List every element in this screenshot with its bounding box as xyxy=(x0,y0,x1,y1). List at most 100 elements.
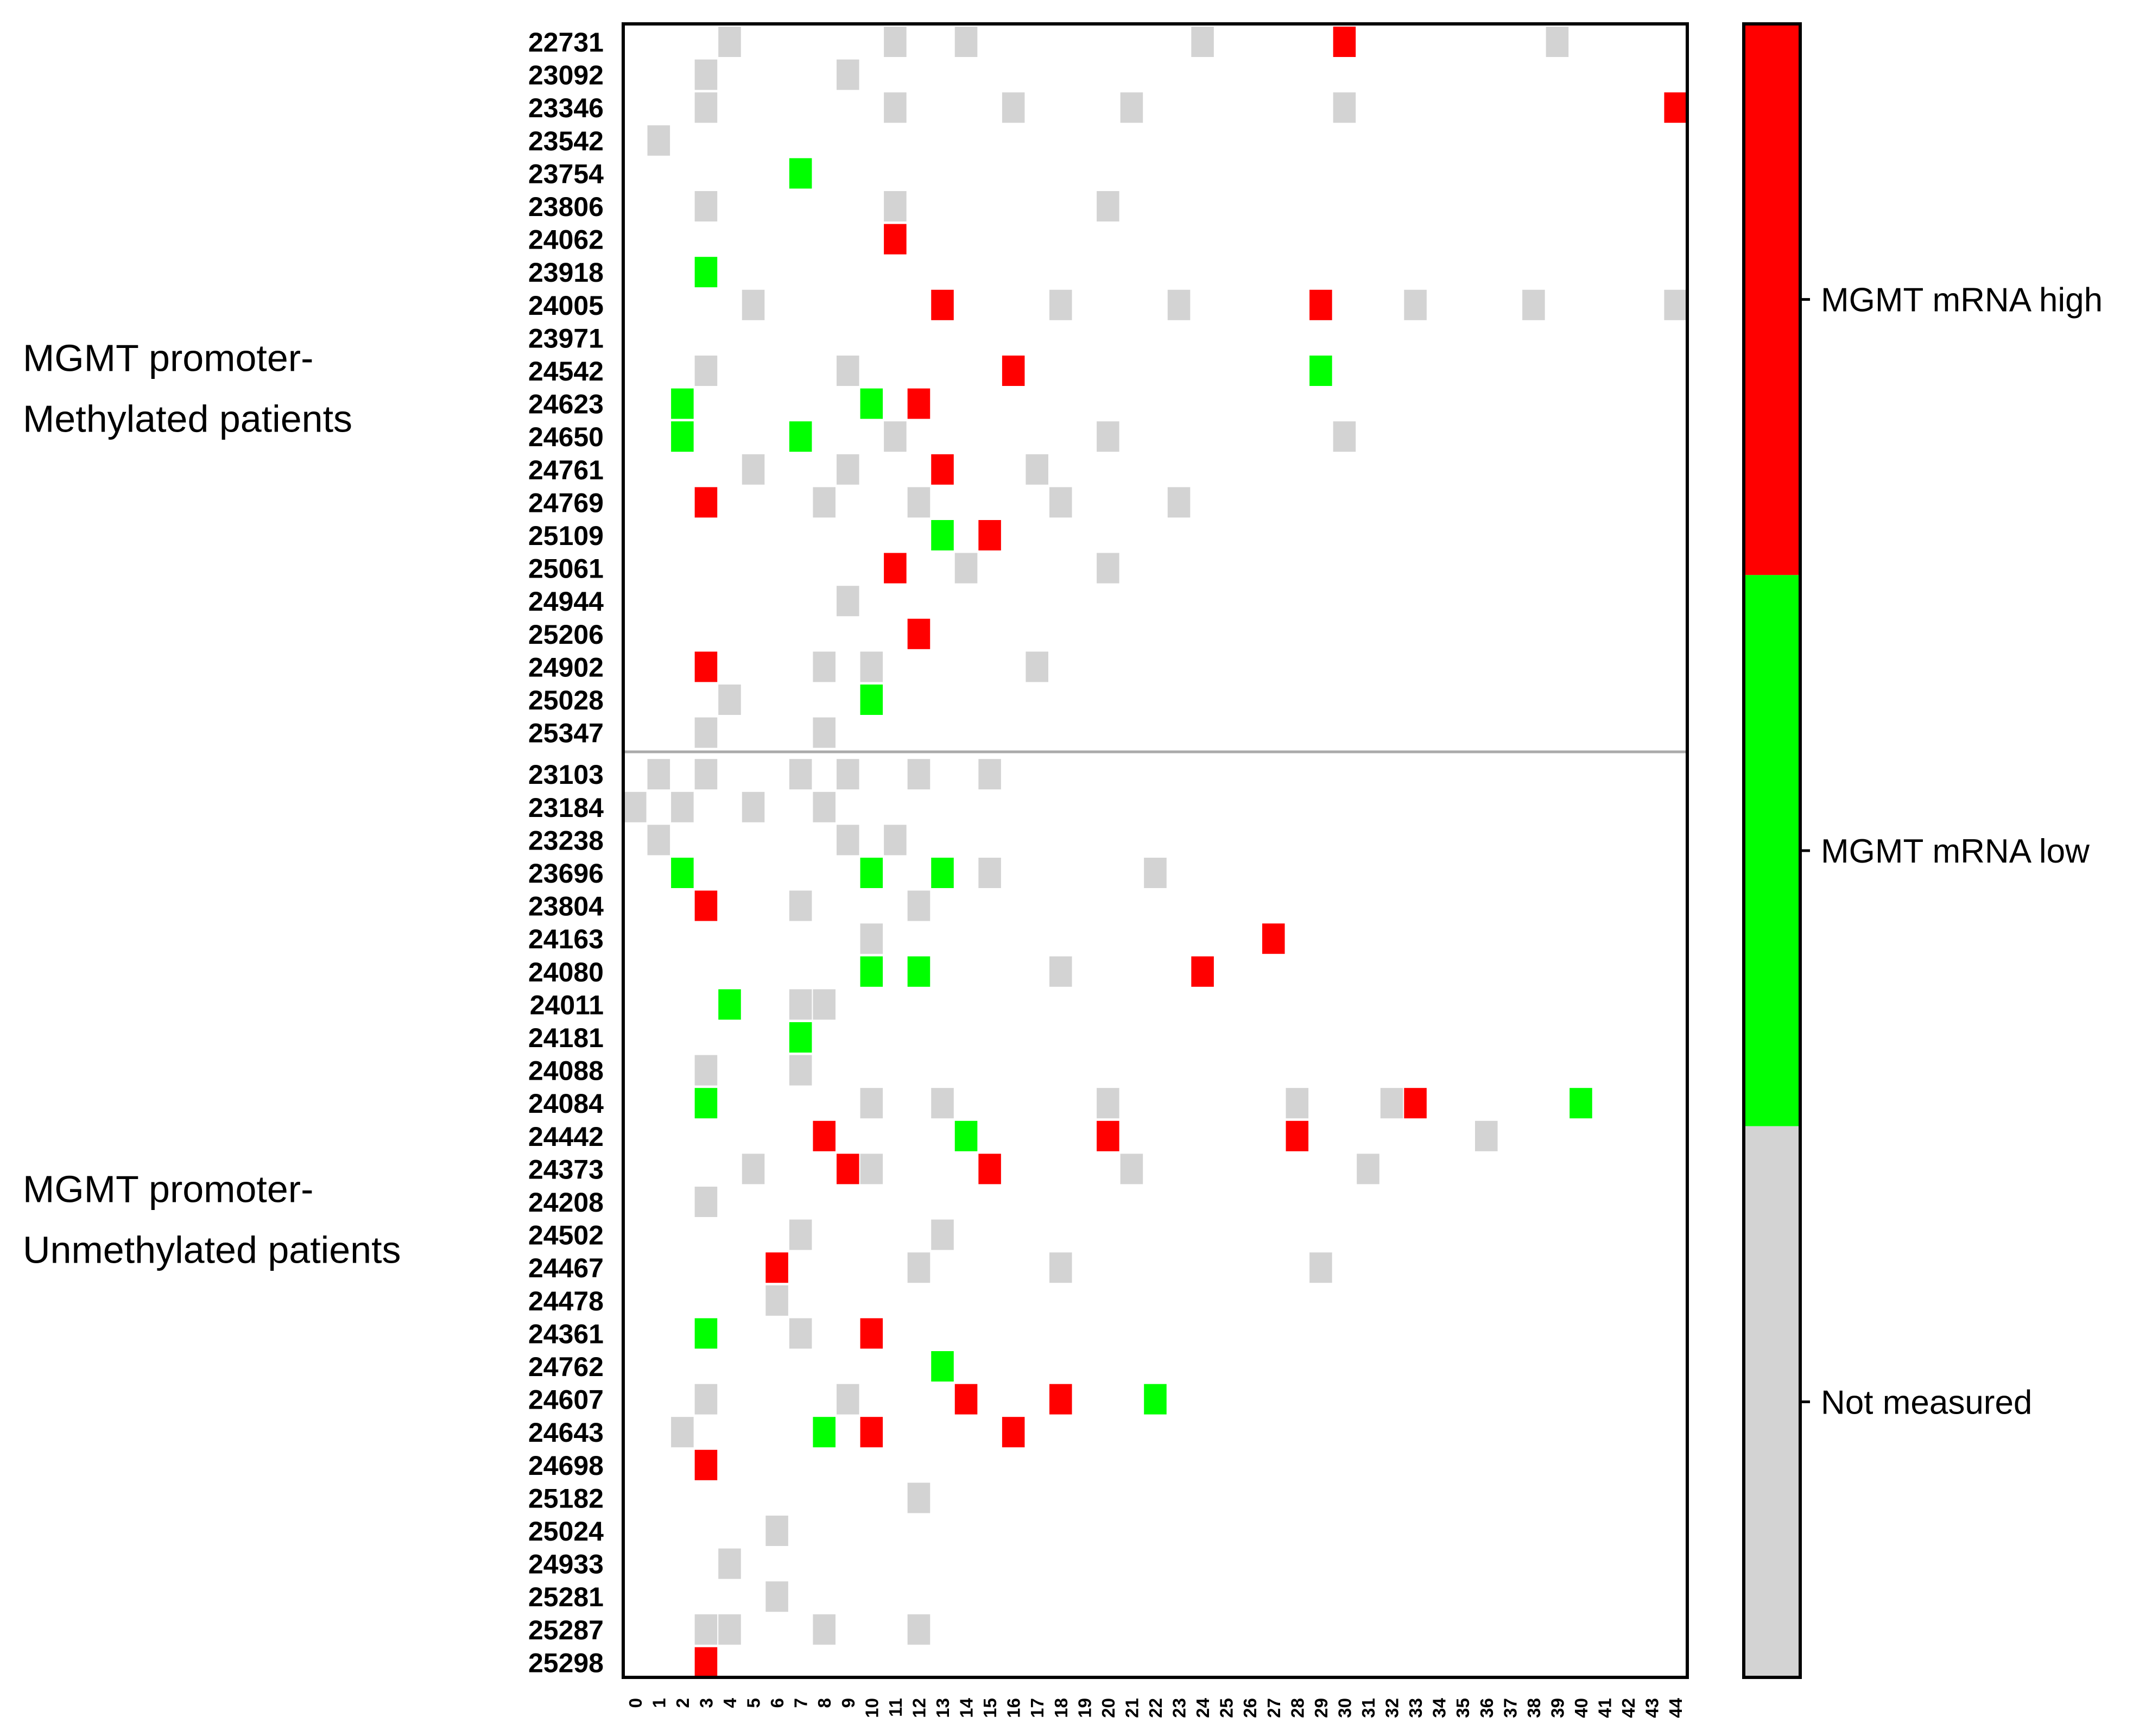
column-label-3: 3 xyxy=(696,1698,716,1708)
row-label-24088: 24088 xyxy=(528,1056,604,1086)
column-label-15: 15 xyxy=(980,1698,1000,1718)
legend-swatch-2 xyxy=(1744,1126,1800,1677)
cell-25287-8 xyxy=(813,1614,836,1645)
cell-24761-9 xyxy=(837,454,859,485)
cell-24607-22 xyxy=(1144,1384,1167,1415)
cell-25281-6 xyxy=(765,1581,788,1612)
legend-label-1: MGMT mRNA low xyxy=(1821,833,2090,870)
cell-24088-3 xyxy=(694,1055,718,1086)
column-label-10: 10 xyxy=(862,1698,882,1718)
row-label-23542: 23542 xyxy=(528,126,604,156)
cell-24467-29 xyxy=(1309,1252,1332,1283)
cell-24650-20 xyxy=(1097,421,1119,452)
cell-24643-16 xyxy=(1002,1417,1025,1448)
column-label-14: 14 xyxy=(957,1697,977,1718)
column-label-29: 29 xyxy=(1311,1698,1331,1718)
group-label-1-line-1: Unmethylated patients xyxy=(23,1228,401,1271)
row-label-24607: 24607 xyxy=(528,1385,604,1415)
cell-25287-12 xyxy=(907,1614,931,1645)
column-label-13: 13 xyxy=(933,1698,953,1718)
cell-24080-12 xyxy=(907,956,931,987)
cell-24005-29 xyxy=(1309,289,1332,320)
column-label-38: 38 xyxy=(1524,1698,1544,1718)
cell-23696-2 xyxy=(671,858,694,888)
cell-25298-3 xyxy=(694,1647,718,1678)
cell-24084-10 xyxy=(860,1088,883,1119)
cell-24163-10 xyxy=(860,923,883,954)
column-label-4: 4 xyxy=(720,1697,740,1708)
column-label-24: 24 xyxy=(1193,1697,1213,1718)
cell-24084-40 xyxy=(1569,1088,1592,1119)
row-label-24762: 24762 xyxy=(528,1352,604,1382)
column-label-18: 18 xyxy=(1051,1698,1071,1718)
row-label-25298: 25298 xyxy=(528,1648,604,1678)
column-label-19: 19 xyxy=(1074,1698,1094,1718)
cell-24698-3 xyxy=(694,1449,718,1480)
row-label-24902: 24902 xyxy=(528,652,604,682)
column-label-37: 37 xyxy=(1500,1698,1520,1718)
legend-swatch-0 xyxy=(1744,24,1800,575)
row-label-25109: 25109 xyxy=(528,521,604,551)
cell-24467-12 xyxy=(907,1252,931,1283)
cell-23806-3 xyxy=(694,191,718,221)
cell-24084-28 xyxy=(1286,1088,1309,1119)
cell-24080-10 xyxy=(860,956,883,987)
column-label-39: 39 xyxy=(1547,1698,1567,1718)
cell-25206-12 xyxy=(907,618,931,649)
cell-24761-17 xyxy=(1026,454,1048,485)
cell-23806-20 xyxy=(1097,191,1119,221)
group-label-1-line-0: MGMT promoter- xyxy=(23,1168,313,1210)
cell-24650-11 xyxy=(884,421,907,452)
cell-24005-23 xyxy=(1167,289,1191,320)
cell-24761-5 xyxy=(742,454,765,485)
row-label-24373: 24373 xyxy=(528,1154,604,1184)
row-label-25281: 25281 xyxy=(528,1582,604,1612)
cell-24373-5 xyxy=(742,1154,765,1184)
cell-24650-2 xyxy=(671,421,694,452)
cell-23238-11 xyxy=(884,825,907,856)
cell-22731-24 xyxy=(1191,27,1214,57)
column-label-7: 7 xyxy=(791,1698,811,1708)
cell-25061-14 xyxy=(954,553,978,584)
heatmap-frame xyxy=(622,22,1689,1679)
cell-23696-10 xyxy=(860,858,883,888)
cell-24944-9 xyxy=(837,586,859,617)
cell-24623-2 xyxy=(671,388,694,419)
row-label-24208: 24208 xyxy=(528,1187,604,1218)
row-label-24933: 24933 xyxy=(528,1549,604,1580)
cell-24005-18 xyxy=(1049,289,1072,320)
column-label-2: 2 xyxy=(673,1698,693,1708)
cell-24769-18 xyxy=(1049,487,1072,518)
row-label-23971: 23971 xyxy=(528,323,604,353)
row-label-25347: 25347 xyxy=(528,718,604,749)
cell-24467-6 xyxy=(765,1252,788,1283)
cell-25028-10 xyxy=(860,685,883,715)
cell-25061-11 xyxy=(884,553,907,584)
column-label-22: 22 xyxy=(1145,1698,1166,1718)
column-label-27: 27 xyxy=(1264,1698,1284,1718)
cell-24062-11 xyxy=(884,224,907,255)
cell-24442-36 xyxy=(1475,1120,1498,1151)
group-label-0-line-1: Methylated patients xyxy=(23,397,352,440)
cell-24607-18 xyxy=(1049,1384,1072,1415)
row-label-23346: 23346 xyxy=(528,93,604,123)
cell-23103-1 xyxy=(647,759,670,790)
cell-23184-8 xyxy=(813,791,836,822)
row-label-24163: 24163 xyxy=(528,924,604,954)
group-labels: MGMT promoter- Methylated patients MGMT pr… xyxy=(23,337,401,1271)
column-label-36: 36 xyxy=(1477,1698,1497,1718)
cell-24361-10 xyxy=(860,1318,883,1349)
row-label-23804: 23804 xyxy=(528,891,604,922)
row-label-24005: 24005 xyxy=(528,290,604,321)
cell-24769-12 xyxy=(907,487,931,518)
row-label-23806: 23806 xyxy=(528,192,604,222)
cell-23754-7 xyxy=(789,158,812,189)
cell-24088-7 xyxy=(789,1055,812,1086)
cell-23804-3 xyxy=(694,890,718,921)
column-label-43: 43 xyxy=(1642,1698,1662,1718)
cell-24623-10 xyxy=(860,388,883,419)
row-label-23184: 23184 xyxy=(528,793,604,823)
cell-25061-20 xyxy=(1097,553,1119,584)
cell-24084-20 xyxy=(1097,1088,1119,1119)
row-label-23754: 23754 xyxy=(528,159,604,189)
